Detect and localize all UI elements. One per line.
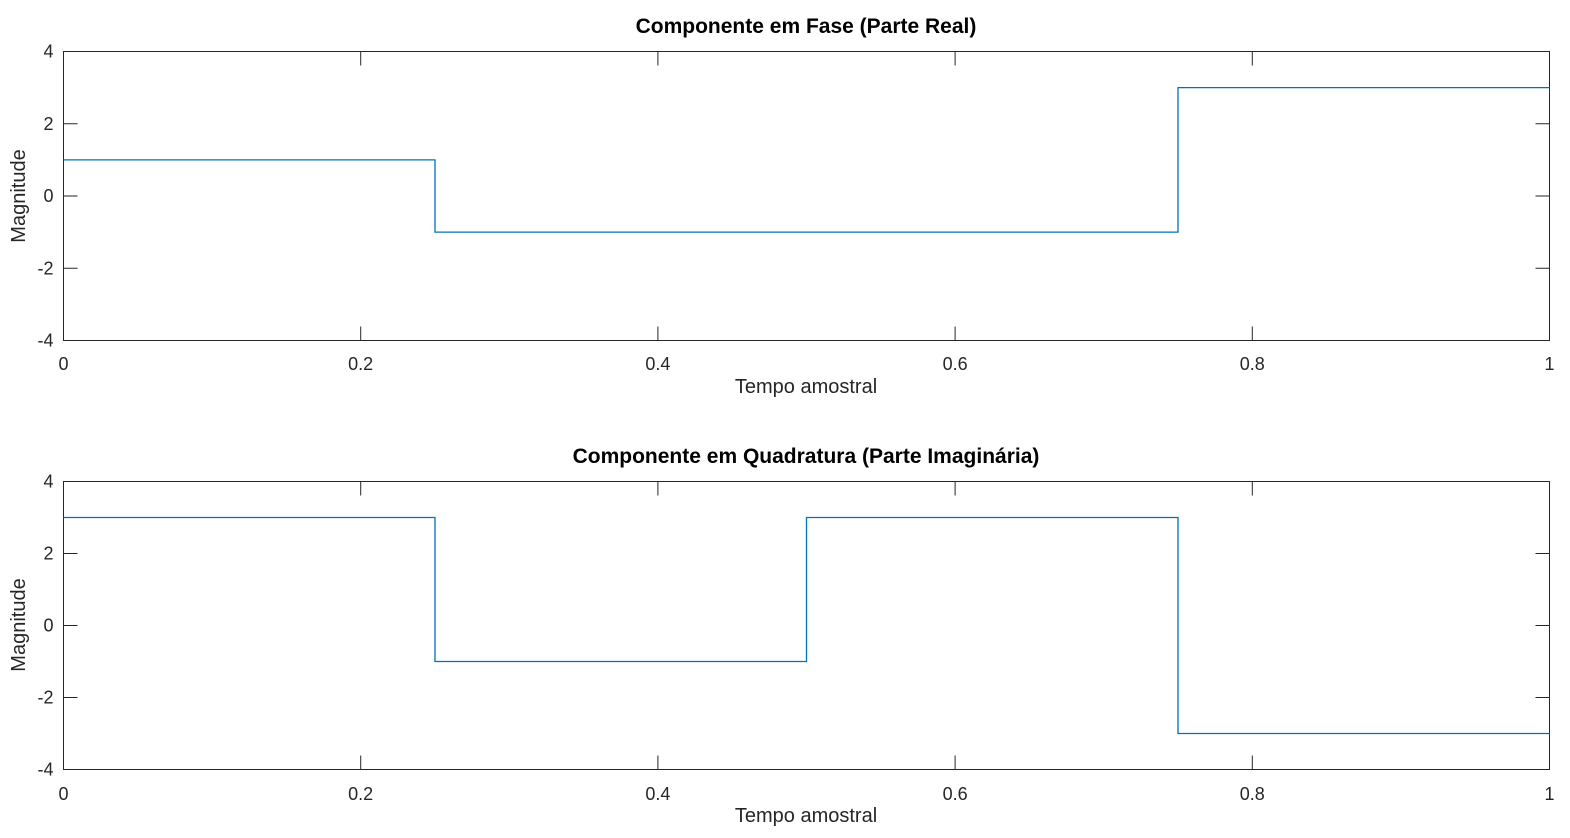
x-tick-label: 0.2 bbox=[348, 784, 373, 804]
y-tick-labels: -4 -2 0 2 4 bbox=[37, 472, 53, 780]
y-axis-label: Magnitude bbox=[8, 578, 30, 671]
x-tick-label: 0.4 bbox=[645, 354, 670, 374]
subplot-quadrature: Componente em Quadratura (Parte Imaginár… bbox=[8, 445, 1555, 827]
series-line bbox=[63, 516, 1550, 735]
x-tick-label: 0.4 bbox=[645, 784, 670, 804]
x-axis-label: Tempo amostral bbox=[735, 805, 877, 827]
y-tick-label: 4 bbox=[43, 472, 53, 492]
x-tick-labels: 0 0.2 0.4 0.6 0.8 1 bbox=[58, 784, 1554, 804]
x-tick-labels: 0 0.2 0.4 0.6 0.8 1 bbox=[58, 354, 1554, 374]
x-tick-label: 0.6 bbox=[943, 354, 968, 374]
tick-marks bbox=[63, 481, 1550, 770]
y-tick-label: -4 bbox=[37, 760, 53, 780]
y-tick-label: 2 bbox=[43, 114, 53, 134]
x-tick-label: 0.6 bbox=[943, 784, 968, 804]
chart-title: Componente em Fase (Parte Real) bbox=[636, 15, 977, 38]
series-line bbox=[63, 86, 1550, 233]
x-tick-label: 0 bbox=[58, 784, 68, 804]
x-tick-label: 0.8 bbox=[1240, 354, 1265, 374]
y-axis-label: Magnitude bbox=[8, 149, 30, 242]
x-tick-label: 0.2 bbox=[348, 354, 373, 374]
tick-marks bbox=[63, 51, 1550, 341]
x-tick-label: 0.8 bbox=[1240, 784, 1265, 804]
y-tick-labels: -4 -2 0 2 4 bbox=[37, 42, 53, 351]
subplot-phase: Componente em Fase (Parte Real) 0 0.2 0.4 0… bbox=[8, 15, 1555, 398]
y-tick-label: 0 bbox=[43, 186, 53, 206]
x-tick-label: 0 bbox=[58, 354, 68, 374]
chart-title: Componente em Quadratura (Parte Imaginár… bbox=[573, 445, 1040, 468]
x-axis-label: Tempo amostral bbox=[735, 376, 877, 398]
y-tick-label: 0 bbox=[43, 616, 53, 636]
x-tick-label: 1 bbox=[1544, 784, 1554, 804]
axes-box bbox=[63, 51, 1550, 341]
y-tick-label: -2 bbox=[37, 688, 53, 708]
y-tick-label: 4 bbox=[43, 42, 53, 62]
y-tick-label: -2 bbox=[37, 258, 53, 278]
y-tick-label: -4 bbox=[37, 331, 53, 351]
y-tick-label: 2 bbox=[43, 544, 53, 564]
x-tick-label: 1 bbox=[1544, 354, 1554, 374]
